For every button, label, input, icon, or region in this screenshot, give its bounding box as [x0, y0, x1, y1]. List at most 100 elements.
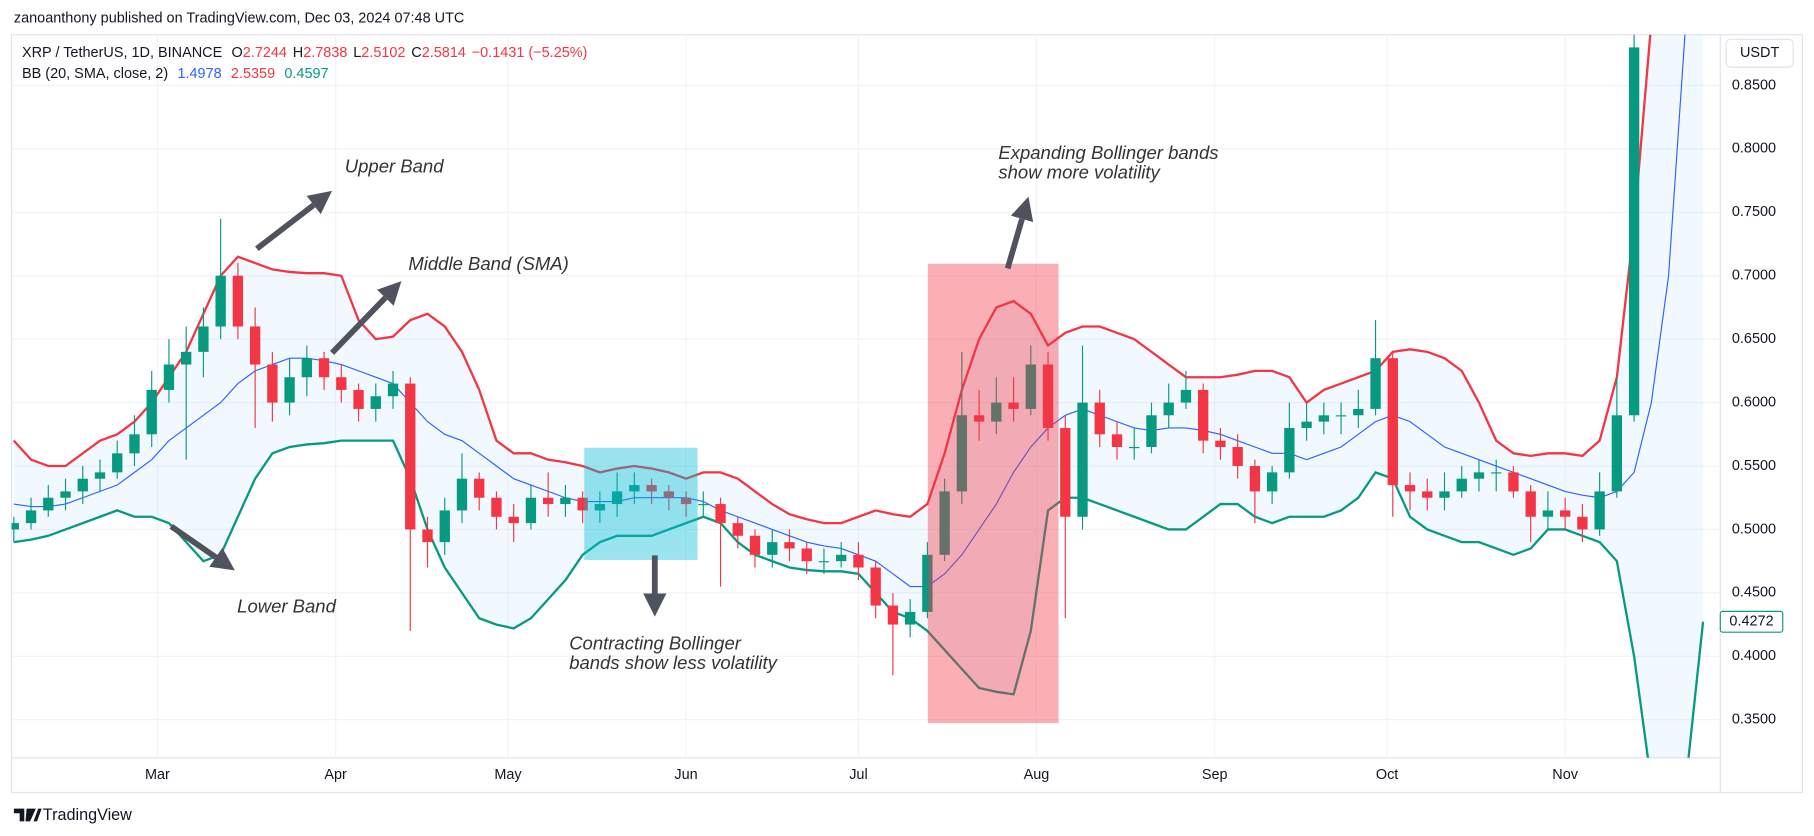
last-value-label: 0.4272 [1729, 614, 1773, 630]
y-tick-label: 0.8500 [1732, 77, 1776, 93]
candle-body [353, 389, 364, 409]
candle-body [560, 497, 571, 505]
candle-body [77, 478, 88, 492]
candle-body [887, 605, 899, 625]
plot [11, 34, 1705, 758]
candle-body [646, 485, 657, 492]
candle-body [732, 523, 743, 536]
indicator-label: BB (20, SMA, close, 2) [22, 66, 168, 82]
y-tick-label: 0.7500 [1732, 204, 1776, 220]
chart-frame [10, 34, 1804, 794]
currency-box [1725, 38, 1794, 68]
x-tick-label: Sep [1202, 767, 1228, 783]
change: −0.1431 (−5.25%) [472, 45, 588, 61]
candle-body [1146, 415, 1157, 447]
candle-body [1559, 510, 1571, 517]
candle-body [801, 548, 812, 562]
candle-body [1353, 408, 1364, 416]
annotation: Middle Band (SMA) [408, 253, 568, 274]
candle-body [387, 383, 399, 397]
candle-body [922, 554, 933, 612]
candle-body [680, 497, 692, 505]
candle-body [474, 478, 485, 498]
candle-body [1370, 358, 1381, 409]
candle-body [405, 383, 416, 530]
x-tick-label: Mar [145, 767, 170, 783]
y-tick-label: 0.4000 [1732, 648, 1776, 664]
candle-body [198, 326, 209, 352]
candle-body [163, 364, 175, 390]
candle-body [1628, 47, 1640, 416]
legend-symbol-line: XRP / TetherUS, 1D, BINANCE O2.7244 H2.783… [22, 45, 587, 61]
candle-body [1180, 389, 1192, 403]
legend-indicator-line: BB (20, SMA, close, 2) 1.4978 2.5359 0.4597 [22, 66, 329, 82]
candle-body [629, 485, 640, 492]
candle-body [1594, 491, 1605, 530]
candle-body [1232, 446, 1243, 467]
candle-body [973, 415, 985, 422]
candle-body [870, 567, 881, 606]
footer-logo [13, 808, 42, 822]
candle-body [1439, 491, 1450, 498]
y-tick-label: 0.5500 [1732, 458, 1776, 474]
candle-body [112, 453, 123, 473]
candle-body [284, 377, 295, 403]
candle-body [60, 491, 71, 498]
band-line [12, 34, 1652, 525]
candle-body [1025, 364, 1036, 409]
candle-body [818, 561, 830, 563]
candle-body [1473, 472, 1485, 479]
candle-body [525, 497, 537, 524]
candle-body [904, 611, 916, 625]
candle-body [491, 497, 502, 517]
candle-body [439, 510, 450, 543]
indicator-value: 2.5359 [231, 66, 275, 82]
candle-body [1404, 485, 1416, 492]
arrow-shaft [169, 524, 218, 560]
arrow-shaft [255, 202, 316, 252]
arrow-head [377, 281, 402, 306]
x-tick-label: Aug [1024, 767, 1050, 783]
ohlc-label: C [411, 45, 421, 61]
candle-body [508, 516, 519, 524]
candle-body [1042, 364, 1054, 428]
indicator-value: 1.4978 [177, 66, 221, 82]
annotation: show more volatility [998, 161, 1161, 182]
y-tick-label: 0.8000 [1732, 141, 1776, 157]
candle-body [1508, 472, 1519, 492]
candle-body [370, 396, 381, 409]
y-tick-label: 0.6500 [1732, 331, 1776, 347]
candle-body [422, 529, 433, 543]
candle-body [1335, 415, 1347, 417]
x-tick-label: May [494, 767, 522, 783]
candle-body [336, 377, 347, 390]
candle-body [1111, 434, 1123, 447]
candle-body [456, 478, 468, 511]
candle-body [1301, 421, 1312, 428]
candle-body [991, 402, 1002, 422]
ohlc-value: 2.7838 [303, 45, 347, 61]
candle-body [1456, 478, 1467, 492]
candle-body [1008, 402, 1019, 409]
candle-body [94, 472, 106, 479]
candle-body [146, 389, 157, 435]
x-tick-label: Apr [324, 767, 347, 783]
candle-body [1422, 491, 1433, 498]
y-tick-label: 0.5000 [1732, 521, 1776, 537]
candle-body [1094, 402, 1105, 435]
candle-body [784, 542, 795, 549]
x-tick-label: Oct [1376, 767, 1398, 783]
candle-body [594, 504, 606, 511]
candle-body [318, 358, 330, 378]
arrow-shaft [329, 295, 388, 355]
y-tick-label: 0.7000 [1732, 268, 1776, 284]
candle-body [956, 415, 968, 492]
currency: USDT [1740, 45, 1780, 61]
x-tick-label: Jun [674, 767, 697, 783]
candle-body [1318, 415, 1330, 422]
arrow-head [643, 593, 667, 617]
author-line: zanoanthony published on TradingView.com… [14, 10, 464, 26]
ohlc-label: L [353, 45, 361, 61]
